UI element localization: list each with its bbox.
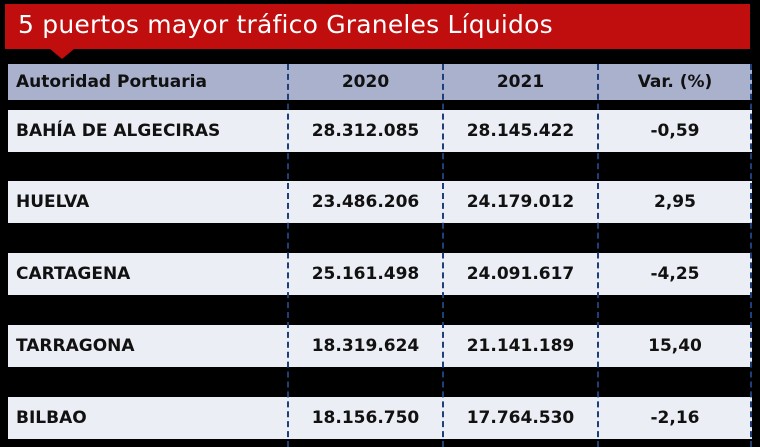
- port-name: CARTAGENA: [16, 264, 131, 284]
- table-row: TARRAGONA 18.319.624 21.141.189 15,40: [8, 325, 752, 367]
- table-row: CARTAGENA 25.161.498 24.091.617 -4,25: [8, 253, 752, 295]
- value-2021: 21.141.189: [466, 336, 575, 356]
- value-var: 2,95: [654, 192, 696, 212]
- port-name: BILBAO: [16, 408, 87, 428]
- column-divider: [750, 64, 752, 447]
- table-row: BAHÍA DE ALGECIRAS 28.312.085 28.145.422…: [8, 110, 752, 152]
- value-var: 15,40: [648, 336, 702, 356]
- value-2020: 18.319.624: [311, 336, 420, 356]
- table-row: BILBAO 18.156.750 17.764.530 -2,16: [8, 397, 752, 439]
- port-name: BAHÍA DE ALGECIRAS: [16, 121, 221, 141]
- value-var: -2,16: [650, 408, 700, 428]
- value-2021: 28.145.422: [466, 121, 575, 141]
- column-divider: [597, 64, 599, 447]
- value-var: -4,25: [650, 264, 700, 284]
- table-row: HUELVA 23.486.206 24.179.012 2,95: [8, 181, 752, 223]
- value-2021: 24.179.012: [466, 192, 575, 212]
- title-banner: 5 puertos mayor tráfico Graneles Líquido…: [5, 4, 750, 49]
- port-name: HUELVA: [16, 192, 90, 212]
- header-2020: 2020: [341, 72, 390, 92]
- table-header: Autoridad Portuaria 2020 2021 Var. (%): [8, 64, 752, 100]
- value-2020: 23.486.206: [311, 192, 420, 212]
- value-2021: 17.764.530: [466, 408, 575, 428]
- value-2020: 18.156.750: [311, 408, 420, 428]
- port-name: TARRAGONA: [16, 336, 135, 356]
- column-divider: [442, 64, 444, 447]
- value-2020: 25.161.498: [311, 264, 420, 284]
- title-pointer: [50, 49, 74, 59]
- page-title: 5 puertos mayor tráfico Graneles Líquido…: [18, 10, 553, 39]
- value-var: -0,59: [650, 121, 700, 141]
- column-divider: [287, 64, 289, 447]
- header-var: Var. (%): [637, 72, 713, 92]
- value-2020: 28.312.085: [311, 121, 420, 141]
- header-2021: 2021: [496, 72, 545, 92]
- header-autoridad: Autoridad Portuaria: [16, 72, 207, 92]
- value-2021: 24.091.617: [466, 264, 575, 284]
